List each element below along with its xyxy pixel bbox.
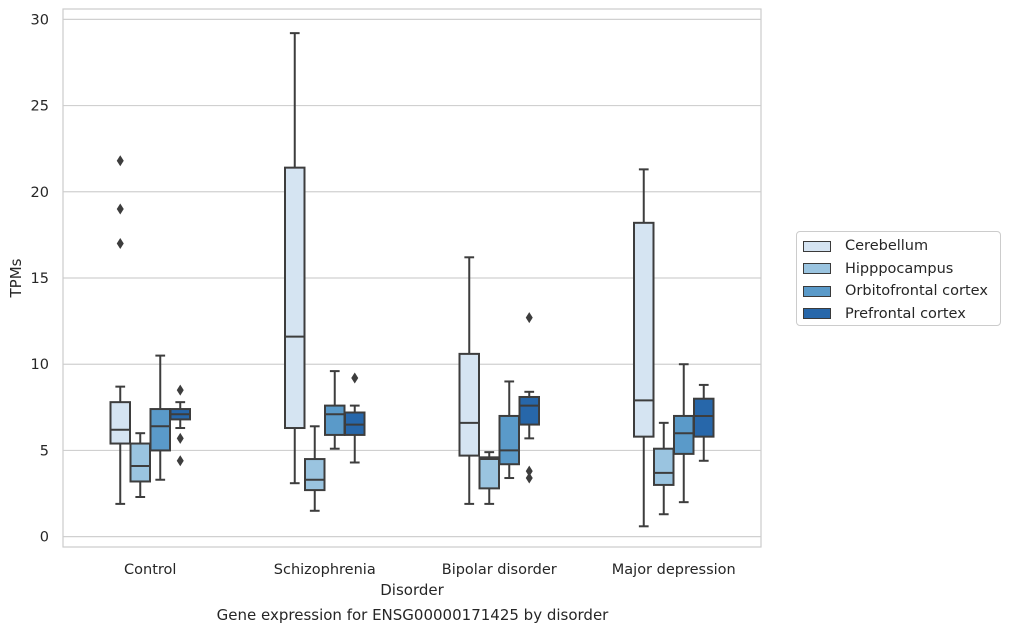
y-tick-labels: 0 5 10 15 20 25 30 xyxy=(31,12,49,545)
box-iqr xyxy=(653,447,675,486)
box-iqr xyxy=(149,408,171,452)
box-iqr xyxy=(693,397,715,438)
box-iqr xyxy=(304,458,326,492)
box-iqr xyxy=(478,456,500,490)
box-series xyxy=(109,32,715,528)
outlier-point xyxy=(116,155,124,167)
legend-label: Cerebellum xyxy=(845,238,929,255)
box-0-1 xyxy=(284,32,306,485)
legend-label: Hipppocampus xyxy=(845,260,954,277)
box-1-0 xyxy=(129,432,151,498)
y-tick-label: 15 xyxy=(31,271,49,287)
chart-caption: Gene expression for ENSG00000171425 by d… xyxy=(216,606,609,624)
y-tick-label: 25 xyxy=(31,99,49,115)
plot-frame xyxy=(62,8,762,548)
x-tick-labels: Control Schizophrenia Bipolar disorder Majo… xyxy=(124,562,736,578)
legend-swatch xyxy=(803,240,831,252)
outlier-point xyxy=(176,384,184,396)
legend-swatch xyxy=(803,308,831,320)
outlier-point xyxy=(525,465,533,477)
outlier-point xyxy=(525,312,533,324)
outlier-point xyxy=(116,203,124,215)
y-tick-label: 10 xyxy=(31,357,49,373)
legend-label: Orbitofrontal cortex xyxy=(845,283,988,300)
box-1-3 xyxy=(653,421,675,516)
y-tick-label: 30 xyxy=(31,12,49,28)
box-iqr xyxy=(633,221,655,438)
box-3-2 xyxy=(518,312,540,484)
outlier-point xyxy=(351,372,359,384)
box-3-1 xyxy=(344,372,366,464)
box-0-2 xyxy=(458,256,480,505)
box-3-3 xyxy=(693,383,715,462)
box-2-2 xyxy=(498,380,520,480)
box-2-0 xyxy=(149,354,171,481)
x-tick-label: Bipolar disorder xyxy=(442,562,557,578)
box-1-2 xyxy=(478,451,500,505)
legend-item-prefrontal-cortex: Prefrontal cortex xyxy=(803,303,1000,326)
legend-item-hippocampus: Hipppocampus xyxy=(803,258,1000,281)
box-iqr xyxy=(518,395,540,426)
box-2-3 xyxy=(673,363,695,504)
box-iqr xyxy=(109,401,131,445)
outlier-point xyxy=(525,472,533,484)
x-axis-title: Disorder xyxy=(380,581,444,599)
x-tick-label: Schizophrenia xyxy=(274,562,376,578)
box-iqr xyxy=(129,442,151,483)
legend-label: Prefrontal cortex xyxy=(845,305,966,322)
legend: Cerebellum Hipppocampus Orbitofrontal co… xyxy=(796,231,1001,326)
box-0-3 xyxy=(633,168,655,528)
y-tick-label: 5 xyxy=(40,443,49,459)
outlier-point xyxy=(176,455,184,467)
x-tick-label: Major depression xyxy=(612,562,736,578)
box-iqr xyxy=(458,352,480,457)
box-0-0 xyxy=(109,155,131,505)
box-1-1 xyxy=(304,425,326,512)
outlier-point xyxy=(176,432,184,444)
legend-swatch xyxy=(803,263,831,275)
y-axis-title: TPMs xyxy=(7,258,25,298)
legend-item-cerebellum: Cerebellum xyxy=(803,235,1000,258)
box-iqr xyxy=(284,166,306,430)
box-iqr xyxy=(324,404,346,436)
box-iqr xyxy=(498,414,520,466)
box-iqr xyxy=(673,414,695,455)
legend-item-orbitofrontal-cortex: Orbitofrontal cortex xyxy=(803,280,1000,303)
legend-swatch xyxy=(803,285,831,297)
x-tick-label: Control xyxy=(124,562,176,578)
y-tick-label: 0 xyxy=(40,530,49,546)
box-2-1 xyxy=(324,370,346,450)
y-tick-label: 20 xyxy=(31,185,49,201)
grid-lines xyxy=(63,18,761,538)
box-3-0 xyxy=(169,384,191,467)
outlier-point xyxy=(116,238,124,250)
